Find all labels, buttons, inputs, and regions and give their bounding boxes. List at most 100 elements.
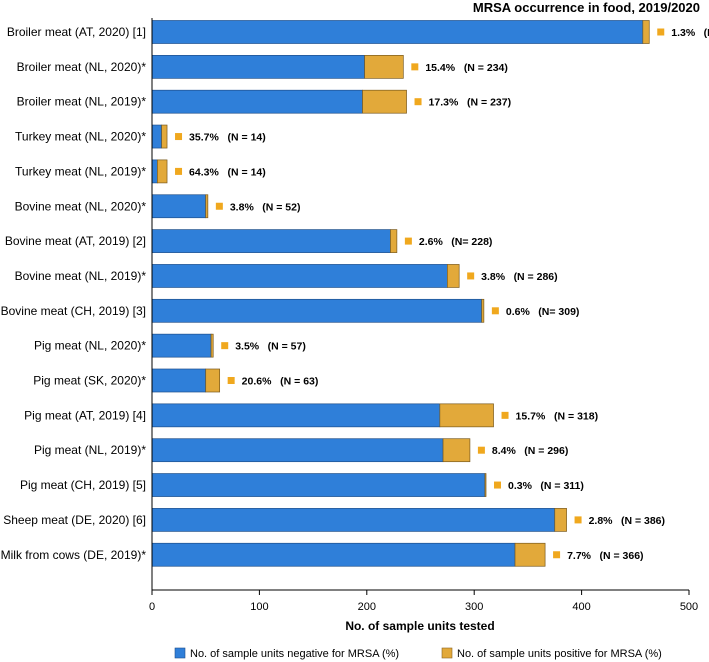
bar-positive: [442, 438, 471, 463]
bar-negative: [151, 20, 644, 44]
n-label: (N = 386): [621, 515, 665, 527]
n-label: (N= 309): [538, 306, 579, 318]
bar-negative: [151, 508, 556, 532]
category-label: Bovine meat (CH, 2019) [3]: [1, 304, 146, 318]
bar-negative: [151, 298, 483, 323]
bar-negative: [151, 54, 366, 79]
percent-label: 3.8%: [230, 201, 255, 213]
percent-label: 0.3%: [508, 480, 533, 492]
x-tick-label: 0: [149, 601, 155, 613]
data-label-marker: [175, 133, 183, 141]
data-label-marker: [215, 202, 223, 210]
data-label-marker: [491, 307, 499, 315]
percent-label: 2.8%: [589, 515, 614, 527]
bar-negative: [151, 473, 486, 497]
x-tick-label: 300: [465, 601, 483, 613]
data-labels: 1.3% (N = 463) 15.4% (N = 234) 17.3% (N = 237…: [175, 27, 709, 562]
legend-swatch-negative: [174, 647, 186, 659]
bar-positive: [439, 403, 494, 428]
bar-negative: [151, 438, 444, 463]
data-label-marker: [657, 28, 665, 36]
n-label: (N = 311): [540, 480, 583, 492]
percent-label: 20.6%: [242, 376, 272, 388]
bars: [151, 20, 650, 567]
data-label-marker: [404, 237, 412, 245]
chart-title: MRSA occurrence in food, 2019/2020: [473, 0, 700, 15]
category-label: Pig meat (NL, 2020)*: [34, 339, 146, 353]
percent-label: 15.4%: [425, 62, 455, 74]
bar-negative: [151, 194, 207, 219]
n-label: (N= 228): [451, 236, 492, 248]
percent-label: 2.6%: [419, 236, 444, 248]
legend-swatch-positive: [441, 647, 453, 659]
percent-label: 35.7%: [189, 132, 219, 144]
bar-positive: [157, 159, 168, 184]
x-axis-label: No. of sample units tested: [345, 619, 494, 633]
percent-label: 3.5%: [235, 341, 260, 353]
bar-positive: [484, 473, 487, 497]
category-label: Sheep meat (DE, 2020) [6]: [3, 513, 146, 527]
percent-label: 17.3%: [429, 97, 459, 109]
category-label: Bovine meat (NL, 2019)*: [15, 269, 147, 283]
bar-negative: [151, 264, 448, 288]
percent-label: 3.8%: [481, 271, 506, 283]
bar-positive: [362, 89, 407, 114]
category-label: Broiler meat (NL, 2020)*: [17, 60, 147, 74]
percent-label: 64.3%: [189, 166, 219, 178]
bar-negative: [151, 333, 212, 358]
category-label: Pig meat (NL, 2019)*: [34, 443, 146, 457]
data-label-marker: [467, 272, 475, 280]
bar-negative: [151, 542, 516, 567]
x-tick-label: 400: [572, 601, 590, 613]
n-label: (N = 57): [268, 341, 306, 353]
bar-positive: [390, 229, 398, 253]
bar-positive: [447, 264, 460, 288]
category-label: Broiler meat (NL, 2019)*: [17, 95, 147, 109]
bar-negative: [151, 124, 163, 149]
data-label-marker: [227, 377, 235, 384]
category-label: Bovine meat (AT, 2019) [2]: [5, 234, 146, 248]
legend: No. of sample units negative for MRSA (%…: [174, 647, 662, 660]
category-label: Turkey meat (NL, 2020)*: [15, 130, 146, 144]
category-label: Pig meat (CH, 2019) [5]: [20, 478, 146, 492]
data-label-marker: [574, 516, 582, 524]
bar-positive: [205, 368, 221, 393]
percent-label: 8.4%: [492, 445, 517, 457]
data-label-marker: [477, 446, 485, 454]
x-tick-label: 100: [250, 601, 268, 613]
bar-negative: [151, 159, 158, 184]
category-label: Turkey meat (NL, 2019)*: [15, 164, 146, 178]
category-label: Broiler meat (AT, 2020) [1]: [7, 25, 146, 39]
data-label-marker: [411, 63, 419, 71]
data-label-marker: [221, 342, 229, 350]
x-ticks: 0 100 200 300 400 500: [149, 590, 698, 613]
n-label: (N = 366): [599, 550, 643, 562]
category-label: Pig meat (SK, 2020)*: [33, 374, 146, 388]
n-label: (N = 286): [514, 271, 558, 283]
n-label: (N = 14): [228, 132, 266, 144]
n-label: (N = 463): [704, 27, 709, 39]
n-label: (N = 63): [280, 376, 318, 388]
bar-positive: [554, 508, 567, 532]
percent-label: 7.7%: [567, 550, 592, 562]
bar-positive: [205, 194, 209, 219]
x-tick-label: 200: [358, 601, 376, 613]
percent-label: 1.3%: [671, 27, 696, 39]
data-label-marker: [553, 551, 561, 559]
data-label-marker: [175, 167, 183, 175]
data-label-marker: [501, 411, 509, 419]
n-label: (N = 237): [467, 97, 511, 109]
data-label-marker: [414, 98, 422, 106]
category-label: Pig meat (AT, 2019) [4]: [24, 408, 146, 422]
percent-label: 15.7%: [516, 410, 546, 422]
bar-negative: [151, 368, 207, 393]
n-label: (N = 14): [228, 166, 266, 178]
bar-negative: [151, 403, 441, 428]
category-labels: Broiler meat (AT, 2020) [1] Broiler meat …: [1, 25, 147, 562]
bar-positive: [514, 542, 546, 567]
n-label: (N = 52): [262, 201, 300, 213]
x-tick-label: 500: [680, 601, 698, 613]
n-label: (N = 234): [464, 62, 508, 74]
bar-negative: [151, 229, 391, 253]
n-label: (N = 318): [554, 410, 598, 422]
